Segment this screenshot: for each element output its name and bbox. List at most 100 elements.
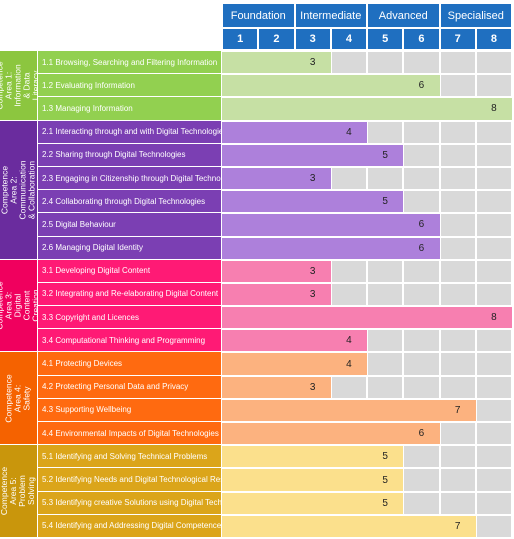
grid-cell xyxy=(439,143,476,167)
level-value: 4 xyxy=(346,358,352,370)
grid-cell xyxy=(403,282,440,307)
level-group-header: Intermediate xyxy=(295,4,366,27)
grid-cell xyxy=(475,422,512,446)
competence-area: Competence Area 5: Problem Solving xyxy=(0,445,37,537)
grid-cell xyxy=(367,352,404,376)
level-value: 6 xyxy=(418,80,425,92)
grid-cell xyxy=(367,120,404,144)
competence-name: 1.3 Managing Information xyxy=(38,97,221,121)
grid-cell xyxy=(367,259,404,283)
level-value: 4 xyxy=(346,126,352,138)
level-bar xyxy=(222,398,476,423)
level-bar xyxy=(222,422,440,446)
grid-cell xyxy=(475,120,512,144)
grid-cell xyxy=(475,375,512,399)
level-value: 3 xyxy=(309,288,316,300)
competence-name: 3.1 Developing Digital Content xyxy=(38,259,221,283)
level-bar xyxy=(222,190,404,214)
grid-cell xyxy=(475,51,512,75)
level-bar xyxy=(222,375,331,399)
grid-cell xyxy=(403,143,440,167)
grid-cell xyxy=(475,445,512,469)
level-value: 7 xyxy=(454,404,461,416)
grid-cell xyxy=(439,213,476,237)
competence-name: 3.2 Integrating and Re-elaborating Digit… xyxy=(38,282,221,307)
grid-cell xyxy=(475,74,512,98)
grid-cell xyxy=(439,166,476,191)
grid-cell xyxy=(367,375,404,399)
grid-cell xyxy=(403,375,440,399)
level-bar xyxy=(222,51,331,75)
level-bar xyxy=(222,491,404,515)
level-number: 2 xyxy=(259,29,294,49)
grid-cell xyxy=(330,166,367,191)
level-bar xyxy=(222,352,367,376)
grid-cell xyxy=(330,282,367,307)
grid-cell xyxy=(475,352,512,376)
grid-cell xyxy=(403,491,440,515)
level-value: 3 xyxy=(309,57,316,69)
competence-name: 5.3 Identifying creative Solutions using… xyxy=(38,491,221,515)
competence-area-label: Competence Area 2: Communication & Colla… xyxy=(0,160,37,220)
grid-cell xyxy=(403,445,440,469)
competence-area: Competence Area 1: Information & Data Li… xyxy=(0,51,41,120)
level-number: 6 xyxy=(404,29,439,49)
competence-area-label: Competence Area 3: Digital Content Creat… xyxy=(0,281,42,330)
grid-cell xyxy=(439,236,476,260)
competence-area-label: Competence Area 4: Safety xyxy=(4,374,33,423)
level-value: 5 xyxy=(382,497,388,509)
level-bar xyxy=(222,514,476,538)
grid-cell xyxy=(439,329,476,353)
grid-cell xyxy=(475,213,512,237)
competence-name: 5.2 Identifying Needs and Digital Techno… xyxy=(38,468,221,492)
level-value: 8 xyxy=(491,312,497,324)
competence-name: 3.4 Computational Thinking and Programmi… xyxy=(38,329,221,353)
grid-cell xyxy=(403,352,440,376)
level-value: 3 xyxy=(309,173,316,185)
competence-name: 4.4 Environmental Impacts of Digital Tec… xyxy=(38,422,221,446)
level-value: 7 xyxy=(454,520,461,532)
grid-cell xyxy=(439,422,476,446)
level-group-header: Foundation xyxy=(223,4,294,27)
grid-cell xyxy=(439,259,476,283)
competence-area-label: Competence Area 1: Information & Data Li… xyxy=(0,61,42,110)
grid-cell xyxy=(475,143,512,167)
grid-cell xyxy=(439,51,476,75)
grid-cell xyxy=(475,282,512,307)
level-value: 8 xyxy=(491,103,497,115)
level-value: 6 xyxy=(418,428,425,440)
level-value: 3 xyxy=(309,381,316,393)
competence-name: 2.6 Managing Digital Identity xyxy=(38,236,221,260)
grid-cell xyxy=(403,468,440,492)
level-group-header: Advanced xyxy=(368,4,439,27)
grid-cell xyxy=(403,190,440,214)
competence-name: 3.3 Copyright and Licences xyxy=(38,306,221,330)
level-bar xyxy=(222,468,404,492)
level-bar xyxy=(222,213,440,237)
grid-cell xyxy=(475,514,512,538)
level-number: 3 xyxy=(295,29,330,49)
level-value: 5 xyxy=(382,451,388,463)
level-value: 5 xyxy=(382,474,388,486)
level-bar xyxy=(222,97,512,121)
grid-cell xyxy=(330,375,367,399)
grid-cell xyxy=(367,282,404,307)
competence-area-label: Competence Area 5: Problem Solving xyxy=(0,467,37,516)
level-value: 5 xyxy=(382,196,388,208)
level-number: 5 xyxy=(368,29,403,49)
grid-cell xyxy=(439,352,476,376)
grid-cell xyxy=(403,329,440,353)
grid-cell xyxy=(403,166,440,191)
grid-cell xyxy=(439,491,476,515)
competence-name: 4.2 Protecting Personal Data and Privacy xyxy=(38,375,221,399)
level-bar xyxy=(222,306,512,330)
level-bar xyxy=(222,445,404,469)
level-bar xyxy=(222,166,331,191)
competence-name: 2.2 Sharing through Digital Technologies xyxy=(38,143,221,167)
grid-cell xyxy=(475,166,512,191)
competence-name: 5.1 Identifying and Solving Technical Pr… xyxy=(38,445,221,469)
competence-name: 2.4 Collaborating through Digital Techno… xyxy=(38,190,221,214)
level-value: 6 xyxy=(418,219,425,231)
level-number: 8 xyxy=(476,29,511,49)
